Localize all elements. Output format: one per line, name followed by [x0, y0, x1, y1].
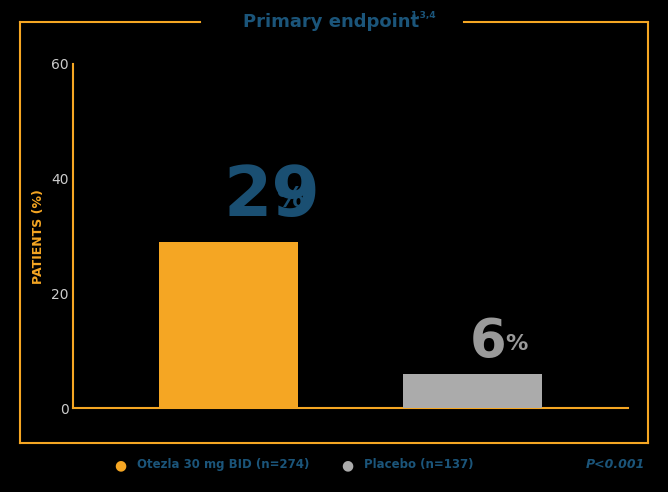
Text: P<0.001: P<0.001	[585, 459, 645, 471]
Text: 6: 6	[470, 316, 506, 368]
Text: 1,3,4: 1,3,4	[410, 11, 436, 20]
Text: Otezla 30 mg BID (n=274): Otezla 30 mg BID (n=274)	[137, 459, 309, 471]
Text: 29: 29	[223, 163, 320, 230]
Text: ●: ●	[341, 458, 353, 472]
Text: Placebo (n=137): Placebo (n=137)	[364, 459, 474, 471]
Bar	[403, 374, 542, 408]
Text: Primary endpoint: Primary endpoint	[242, 13, 426, 31]
Text: ●: ●	[114, 458, 126, 472]
Y-axis label: PATIENTS (%): PATIENTS (%)	[33, 189, 45, 283]
Text: %: %	[505, 334, 527, 354]
Text: %: %	[276, 185, 303, 213]
Bar	[160, 242, 298, 408]
